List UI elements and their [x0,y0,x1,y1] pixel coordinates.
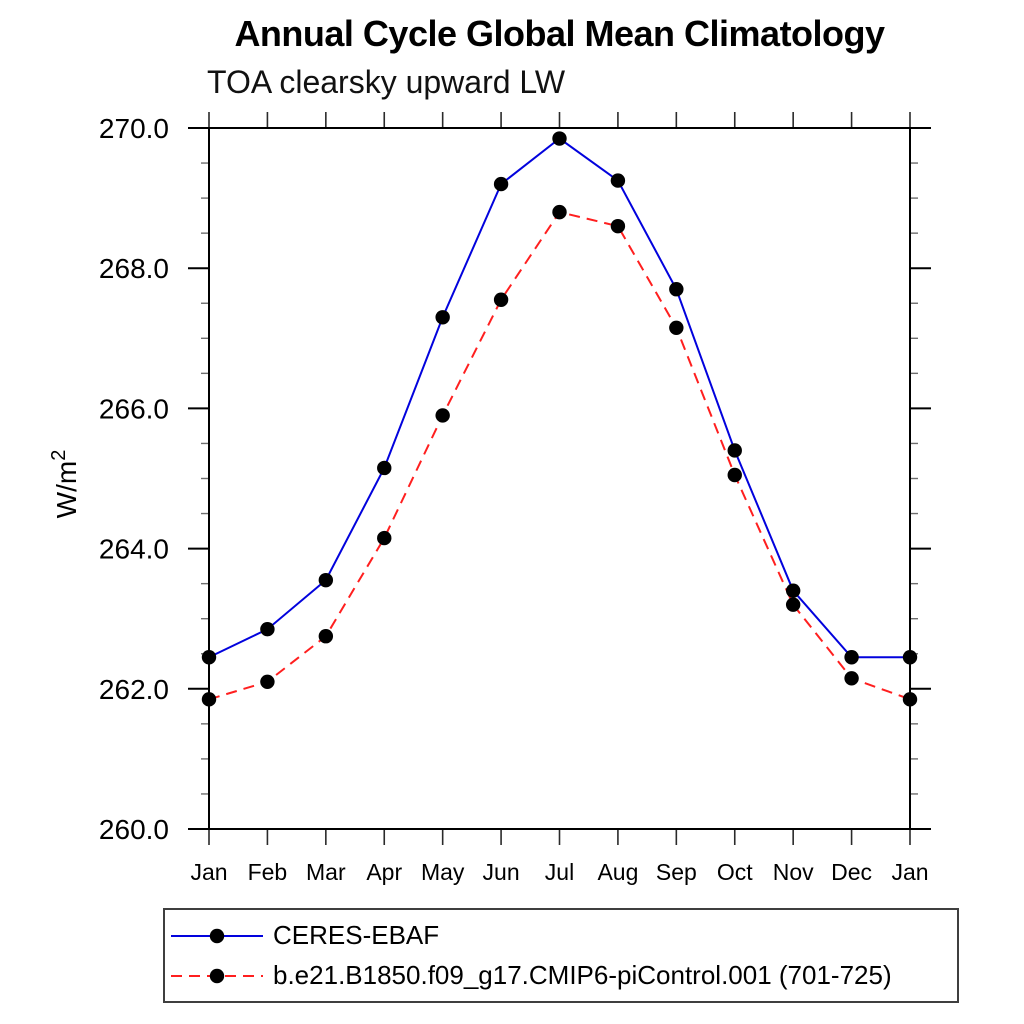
data-point-s0 [785,583,801,598]
x-tick-label: Nov [773,859,814,885]
data-point-s0 [902,650,918,665]
x-tick-label: Apr [366,859,402,885]
data-point-s1 [844,671,859,686]
series-line-1 [208,210,911,701]
legend-line-sample-solid [171,928,263,943]
data-point-s1 [727,467,742,483]
y-tick-label: 262.0 [99,674,169,705]
data-point-s1 [377,530,392,546]
data-point-s0 [844,650,859,665]
data-point-s1 [669,320,684,335]
data-point-s0 [493,176,509,192]
data-point-s0 [260,622,275,637]
data-point-s0 [552,131,567,146]
legend-box: CERES-EBAF b.e21.B1850.f09_g17.CMIP6-piC… [163,908,959,1003]
y-tick-label: 266.0 [99,393,169,424]
x-tick-label: Sep [656,859,697,885]
x-tick-label: Feb [248,859,288,885]
data-point-s1 [318,629,334,644]
data-point-s0 [435,310,450,325]
x-tick-label: Mar [306,859,346,885]
data-point-s1 [785,597,801,612]
data-point-s1 [552,204,567,220]
x-tick-label: Aug [597,859,638,885]
y-tick-label: 270.0 [99,113,169,144]
y-tick-label: 268.0 [99,253,169,284]
data-point-s1 [260,674,275,689]
x-tick-label: Jan [190,859,227,885]
legend-line-sample-dashed [171,968,263,983]
y-axis-label: W/m2 [48,450,82,519]
chart-title: Annual Cycle Global Mean Climatology [234,13,885,54]
data-point-s0 [610,173,626,188]
x-tick-label: Jan [891,859,928,885]
x-tick-label: Jul [545,859,574,885]
legend-marker-dot [209,928,225,943]
legend-item-model-run: b.e21.B1850.f09_g17.CMIP6-piControl.001 … [169,959,957,993]
data-point-s0 [377,460,392,476]
data-point-s1 [902,692,918,707]
plot-border [208,127,911,830]
x-tick-label: Oct [717,859,753,885]
data-point-s0 [318,572,334,588]
legend-item-ceres-ebaf: CERES-EBAF [169,919,957,953]
data-point-s1 [435,408,450,423]
data-point-s1 [201,692,217,707]
data-point-s0 [727,443,742,458]
x-tick-label: Jun [483,859,520,885]
y-tick-label: 264.0 [99,534,169,565]
data-point-s0 [669,282,684,297]
chart-subtitle: TOA clearsky upward LW [207,64,566,100]
y-tick-label: 260.0 [99,814,169,845]
legend-label: CERES-EBAF [273,920,440,950]
data-point-s1 [493,292,509,307]
x-tick-label: May [421,859,465,885]
legend-label: b.e21.B1850.f09_g17.CMIP6-piControl.001 … [273,960,892,990]
legend-marker-dot [209,968,225,983]
x-tick-label: Dec [831,859,872,885]
data-point-s1 [610,218,626,234]
data-point-s0 [201,650,217,665]
